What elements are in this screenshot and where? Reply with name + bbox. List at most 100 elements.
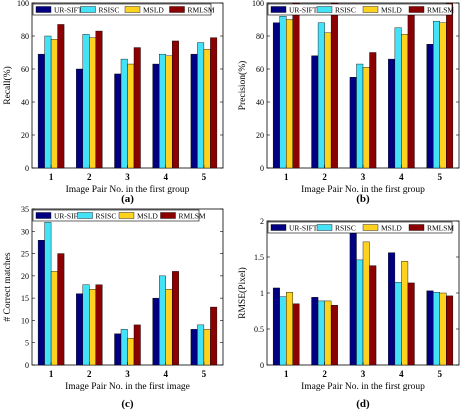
x-tick-label: 1 — [49, 172, 54, 182]
x-tick-label: 3 — [361, 369, 366, 379]
bar-rsisc-1 — [44, 35, 52, 169]
panel-caption: (d) — [356, 398, 370, 410]
bar-rmlsm-4 — [171, 40, 179, 169]
y-tick-label: 20 — [256, 131, 264, 140]
bar-msld-3 — [362, 241, 370, 366]
y-tick-label: 80 — [21, 32, 29, 41]
bar-msld-5 — [203, 49, 211, 169]
legend-label-msld: MSLD — [381, 6, 402, 15]
bar-msld-4 — [165, 55, 173, 169]
y-tick-label: 15 — [21, 294, 29, 303]
legend-swatch-rsisc — [80, 6, 96, 13]
bar-rsisc-3 — [120, 329, 128, 366]
bar-msld-4 — [165, 289, 173, 366]
bar-rmlsm-5 — [446, 295, 454, 366]
bar-ur-sift-4 — [388, 58, 396, 169]
y-tick-label: 2 — [260, 217, 264, 226]
bar-ur-sift-2 — [311, 55, 319, 169]
x-axis-label: Image Pair No. in the first image — [65, 381, 190, 392]
bar-msld-5 — [439, 292, 447, 366]
legend-box — [267, 3, 453, 16]
chart-panel-d: 0 0.5 1 1.5 2 1 2 3 4 5 Image Pair No. in the firs… — [237, 217, 460, 410]
bar-rmlsm-2 — [330, 2, 338, 169]
bar-rsisc-2 — [82, 34, 90, 169]
legend-label-rmlsm: RMLSM — [427, 224, 454, 233]
x-tick-label: 3 — [361, 172, 366, 182]
y-axis-label: RMSE(Pixel) — [237, 267, 248, 319]
x-tick-label: 2 — [322, 369, 327, 379]
legend-swatch-msld — [118, 212, 135, 219]
legend-label-rmlsm: RMLSM — [188, 6, 215, 15]
x-tick-label: 5 — [438, 369, 443, 379]
y-tick-label: 20 — [21, 131, 29, 140]
x-tick-label: 1 — [284, 369, 289, 379]
bar-ur-sift-2 — [311, 297, 319, 366]
x-tick-label: 5 — [202, 172, 207, 182]
bar-rmlsm-5 — [210, 37, 218, 169]
bar-msld-1 — [286, 292, 293, 366]
y-axis-label: Recall(%) — [2, 66, 13, 105]
bar-rmlsm-3 — [369, 52, 377, 169]
legend-swatch-rmlsm — [169, 6, 185, 13]
chart-panel-b: 0 20 40 60 80 100 1 2 3 4 5 Image Pair No. in the f… — [237, 0, 460, 205]
bar-rmlsm-5 — [446, 2, 454, 169]
x-tick-label: 4 — [163, 172, 168, 182]
bar-ur-sift-4 — [152, 63, 160, 169]
bar-rmlsm-2 — [95, 30, 103, 169]
legend-swatch-rsisc — [316, 6, 333, 13]
legend-label-ur-sift: UR-SIFT — [289, 6, 318, 15]
legend-swatch-rmlsm — [408, 224, 425, 231]
legend-label-rsisc: RSISC — [335, 6, 356, 15]
y-tick-label: 40 — [256, 98, 264, 107]
bar-ur-sift-3 — [349, 77, 357, 169]
y-tick-label: 0 — [25, 361, 29, 370]
bar-rsisc-2 — [317, 300, 325, 366]
legend: UR-SIFT RSISC MSLD RMLSM — [32, 209, 206, 222]
bar-ur-sift-2 — [76, 68, 84, 169]
legend-label-ur-sift: UR-SIFT — [54, 212, 83, 221]
bar-msld-1 — [50, 271, 58, 366]
x-tick-label: 2 — [87, 172, 92, 182]
bar-msld-3 — [362, 67, 370, 169]
bar-msld-5 — [203, 329, 211, 366]
bar-ur-sift-4 — [152, 297, 160, 366]
y-tick-label: 100 — [17, 0, 29, 8]
legend-swatch-rmlsm — [408, 6, 425, 13]
bar-rsisc-4 — [159, 275, 166, 366]
y-tick-label: 10 — [21, 316, 29, 325]
bar-msld-2 — [324, 300, 332, 366]
bar-rsisc-4 — [394, 27, 402, 169]
panel-caption: (c) — [121, 398, 134, 410]
y-axis-label: Precision(%) — [237, 61, 248, 111]
bar-msld-3 — [127, 63, 135, 169]
y-tick-label: 25 — [21, 250, 29, 259]
x-tick-label: 5 — [202, 369, 207, 379]
bar-msld-2 — [324, 32, 332, 169]
legend-swatch-ur-sift — [35, 212, 52, 219]
x-tick-label: 4 — [399, 172, 404, 182]
legend-swatch-ur-sift — [270, 224, 287, 231]
bar-msld-5 — [439, 22, 447, 169]
bar-rsisc-5 — [433, 292, 441, 366]
panel-caption: (a) — [121, 193, 134, 205]
y-tick-label: 100 — [252, 0, 264, 8]
bar-ur-sift-1 — [272, 287, 280, 366]
x-tick-label: 4 — [399, 369, 404, 379]
x-tick-label: 2 — [322, 172, 327, 182]
bar-ur-sift-1 — [272, 22, 280, 169]
bar-rmlsm-3 — [133, 47, 141, 169]
bar-rmlsm-1 — [292, 303, 300, 366]
y-tick-label: 5 — [25, 339, 29, 348]
y-tick-label: 40 — [21, 98, 29, 107]
y-tick-label: 1.5 — [254, 253, 264, 262]
bar-rsisc-1 — [279, 296, 287, 366]
y-tick-label: 0 — [25, 164, 29, 173]
y-tick-label: 80 — [256, 32, 264, 41]
legend-swatch-ur-sift — [270, 6, 287, 13]
bar-rsisc-5 — [197, 324, 205, 366]
bar-ur-sift-3 — [114, 73, 122, 169]
bar-ur-sift-1 — [37, 239, 45, 366]
bar-rmlsm-1 — [57, 24, 65, 169]
bar-ur-sift-2 — [76, 293, 84, 366]
